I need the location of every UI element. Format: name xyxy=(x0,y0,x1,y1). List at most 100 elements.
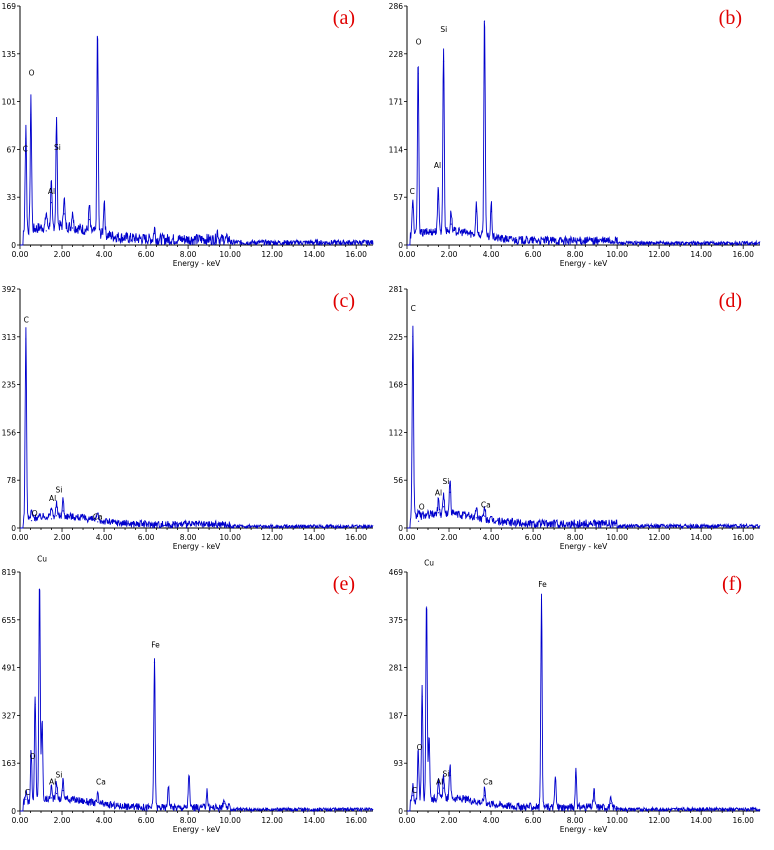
element-label: C xyxy=(410,187,415,196)
x-tick-label: 6.00 xyxy=(138,533,155,542)
x-tick-label: 4.00 xyxy=(483,250,500,259)
y-tick-label: 469 xyxy=(389,568,404,577)
element-label: Al xyxy=(48,187,55,196)
x-tick-label: 0.00 xyxy=(12,250,29,259)
x-tick-label: 2.00 xyxy=(54,250,71,259)
peak-point xyxy=(417,759,419,761)
y-tick-label: 114 xyxy=(389,145,404,154)
y-tick-label: 168 xyxy=(389,381,404,390)
x-axis-label: Energy - keV xyxy=(173,259,221,268)
element-label: Si xyxy=(55,770,62,779)
y-tick-label: 0 xyxy=(398,241,403,250)
panel-label: (d) xyxy=(719,290,742,312)
peak-point xyxy=(62,789,64,792)
x-tick-label: 10.00 xyxy=(606,250,628,259)
y-tick-label: 57 xyxy=(393,193,403,202)
x-tick-label: 0.00 xyxy=(399,816,416,825)
x-tick-label: 10.00 xyxy=(219,250,241,259)
element-label: Cu xyxy=(37,554,47,563)
x-tick-label: 8.00 xyxy=(180,816,197,825)
peak-point xyxy=(63,213,65,215)
x-tick-label: 2.00 xyxy=(441,250,458,259)
y-tick-label: 228 xyxy=(389,50,404,59)
y-tick-label: 0 xyxy=(398,807,403,816)
element-label: C xyxy=(411,304,416,313)
peak-point xyxy=(437,198,439,200)
spectrum-line-e xyxy=(20,589,374,813)
x-tick-label: 10.00 xyxy=(219,816,241,825)
y-tick-label: 67 xyxy=(6,145,16,154)
x-tick-label: 8.00 xyxy=(180,250,197,259)
x-tick-label: 14.00 xyxy=(303,533,325,542)
x-tick-label: 12.00 xyxy=(648,533,670,542)
x-tick-label: 0.00 xyxy=(12,533,29,542)
y-tick-label: 187 xyxy=(389,711,404,720)
panel-label: (b) xyxy=(719,7,742,29)
panel-label: (e) xyxy=(333,573,355,595)
y-tick-label: 491 xyxy=(2,664,17,673)
x-tick-label: 16.00 xyxy=(345,250,367,259)
spectrum-panel-d: 281 225 168 112 56 0 0.00 2.00 4.00 6.00 8.00 10.00… xyxy=(387,283,774,566)
peak-point xyxy=(437,792,439,794)
y-tick-label: 313 xyxy=(2,333,17,342)
panel-label: (a) xyxy=(333,7,355,29)
x-tick-label: 10.00 xyxy=(606,816,628,825)
peak-point xyxy=(575,772,577,774)
y-tick-label: 135 xyxy=(2,50,17,59)
x-tick-label: 6.00 xyxy=(138,816,155,825)
x-tick-label: 8.00 xyxy=(567,533,584,542)
x-tick-label: 0.00 xyxy=(12,816,29,825)
element-label: C xyxy=(412,786,417,795)
peak-point xyxy=(412,336,414,338)
spectrum-line-b xyxy=(407,20,761,247)
peak-point xyxy=(55,138,58,140)
peak-point xyxy=(421,695,423,697)
x-tick-label: 16.00 xyxy=(732,533,754,542)
y-tick-label: 171 xyxy=(389,98,404,107)
panel-label: (f) xyxy=(722,573,742,595)
peak-point xyxy=(55,515,58,517)
y-tick-label: 169 xyxy=(2,2,17,11)
peak-point xyxy=(428,744,430,746)
spectrum-e-svg: 819 655 491 327 163 00.00 2.00 4.00 6.00 8.00 10.0… xyxy=(2,554,374,834)
spectrum-line-f xyxy=(407,593,761,813)
peak-point xyxy=(167,787,169,789)
peak-point xyxy=(55,792,58,795)
y-tick-label: 392 xyxy=(2,285,17,294)
peak-point xyxy=(554,779,556,782)
x-tick-label: 14.00 xyxy=(303,250,325,259)
element-label: Fe xyxy=(538,580,547,589)
x-tick-label: 0.00 xyxy=(399,250,416,259)
element-label: O xyxy=(32,509,38,518)
x-tick-label: 4.00 xyxy=(96,816,113,825)
element-label: Al xyxy=(49,778,56,787)
peak-point xyxy=(25,138,27,140)
x-axis-label: Energy - keV xyxy=(173,542,221,551)
peak-point xyxy=(593,792,595,794)
peak-point xyxy=(62,510,64,512)
x-tick-label: 4.00 xyxy=(96,533,113,542)
peak-point xyxy=(449,774,451,776)
peak-point xyxy=(88,218,90,221)
x-tick-label: 2.00 xyxy=(441,816,458,825)
element-label: Al xyxy=(49,494,56,503)
peak-point xyxy=(483,20,486,22)
peak-point xyxy=(442,787,445,789)
x-tick-label: 16.00 xyxy=(345,816,367,825)
peak-point xyxy=(484,515,486,517)
element-label: Ca xyxy=(93,512,103,521)
peak-point xyxy=(50,201,52,204)
y-tick-label: 93 xyxy=(393,759,403,768)
x-tick-label: 4.00 xyxy=(96,250,113,259)
x-axis-label: Energy - keV xyxy=(560,825,608,834)
y-tick-label: 56 xyxy=(393,476,403,485)
x-tick-label: 12.00 xyxy=(261,250,283,259)
element-label: Si xyxy=(442,477,449,486)
peak-point xyxy=(449,491,451,493)
peak-point xyxy=(417,73,419,75)
y-tick-label: 225 xyxy=(389,333,404,342)
x-tick-label: 12.00 xyxy=(648,816,670,825)
element-label: O xyxy=(30,752,36,761)
x-tick-label: 6.00 xyxy=(525,533,542,542)
peak-point xyxy=(34,703,36,706)
